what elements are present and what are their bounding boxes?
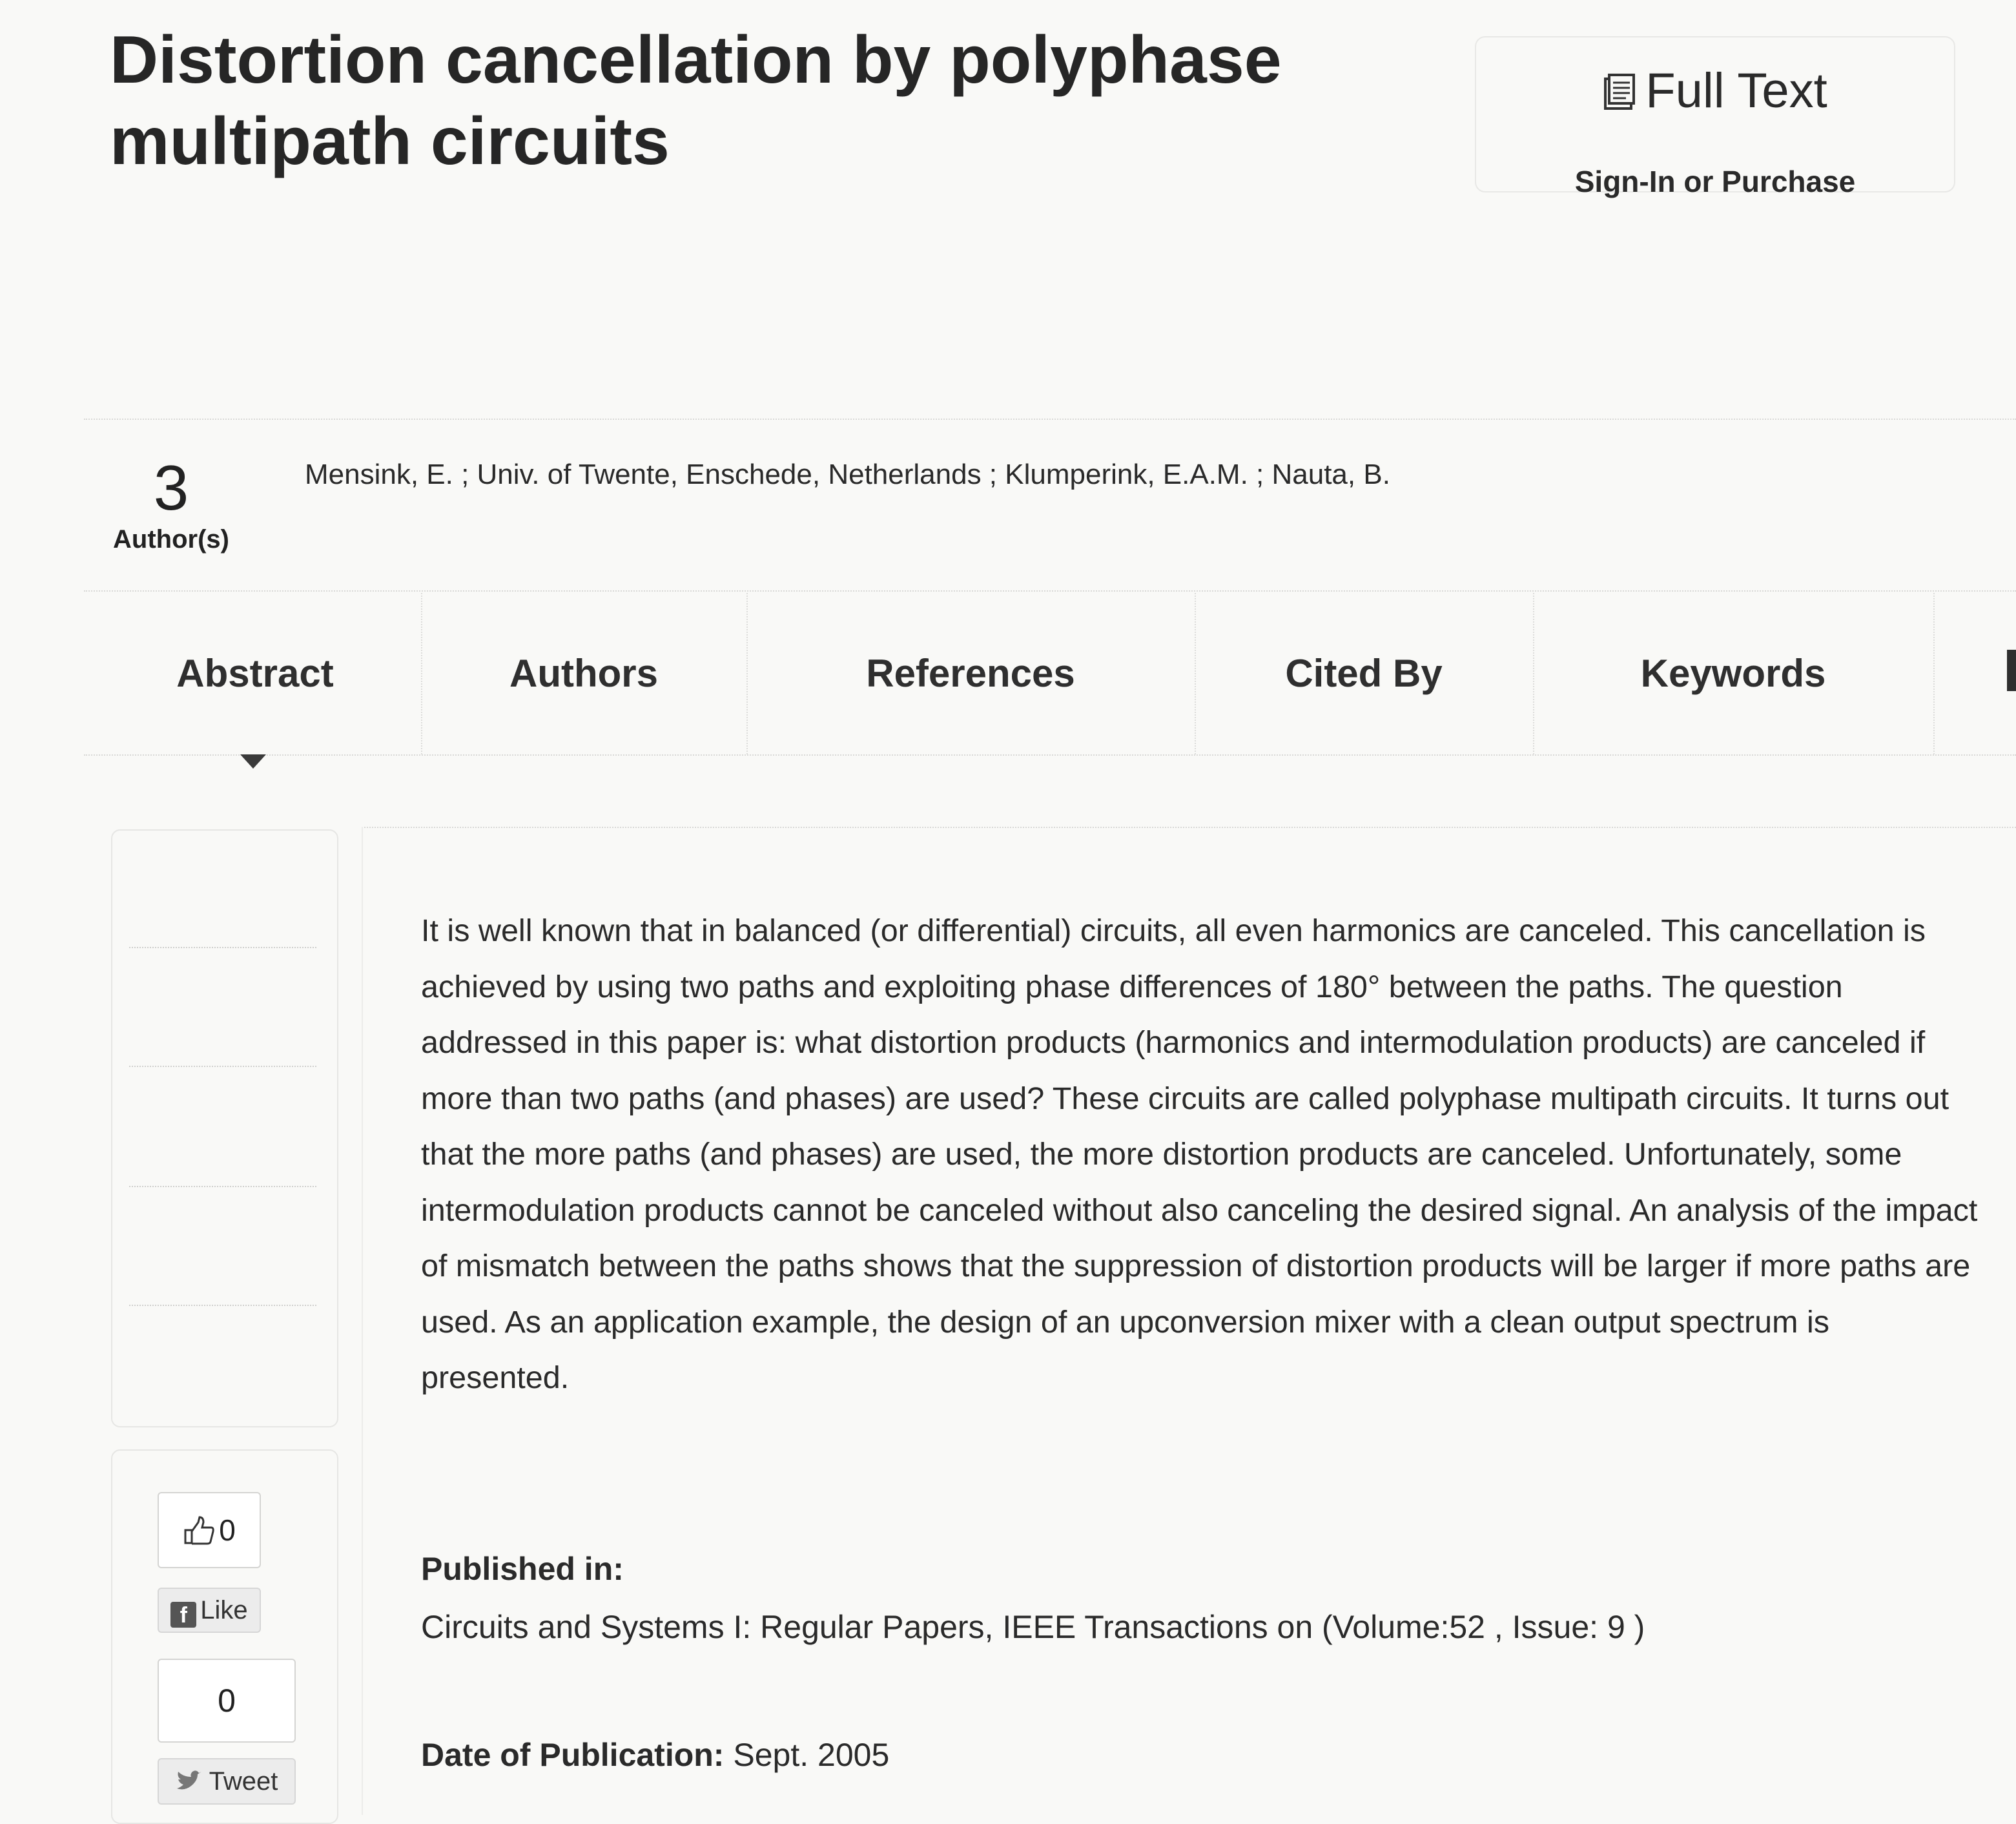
- tabs-bottom-border: [84, 754, 2016, 756]
- full-text-label: Full Text: [1645, 63, 1827, 118]
- tab-divider: [1933, 593, 1935, 754]
- author-count-label: Author(s): [113, 525, 229, 554]
- tab-divider: [1195, 593, 1196, 754]
- tweet-count: 0: [218, 1683, 236, 1719]
- like-count: 0: [219, 1513, 236, 1547]
- tab-references[interactable]: References: [866, 652, 1075, 695]
- tweet-label: Tweet: [209, 1767, 278, 1796]
- full-text-box[interactable]: Full Text Sign-In or Purchase: [1475, 36, 1955, 198]
- content-divider: [362, 827, 2016, 828]
- content-vertical-divider: [362, 827, 363, 1815]
- tabs-top-border: [84, 590, 2016, 592]
- tweet-count-bubble: 0: [158, 1659, 296, 1743]
- article-title: Distortion cancellation by polyphase mul…: [110, 23, 1282, 179]
- twitter-bird-icon: [176, 1770, 201, 1790]
- tab-divider: [1533, 593, 1534, 754]
- tweet-button[interactable]: Tweet: [158, 1758, 296, 1805]
- like-label: Like: [200, 1596, 248, 1624]
- tools-panel-divider: [129, 947, 316, 948]
- tab-next-partial[interactable]: [2007, 650, 2016, 691]
- tab-divider: [421, 593, 422, 754]
- published-in-label: Published in:: [421, 1551, 624, 1587]
- author-count-number: 3: [153, 452, 189, 523]
- date-of-publication: Date of Publication: Sept. 2005: [421, 1736, 889, 1774]
- tools-panel: [111, 829, 338, 1427]
- like-count-bubble: 0: [158, 1492, 261, 1568]
- author-count: 3 Author(s): [90, 452, 252, 555]
- tools-panel-divider: [129, 1066, 316, 1067]
- tab-abstract[interactable]: Abstract: [176, 652, 334, 695]
- divider: [84, 419, 2016, 420]
- facebook-like-button[interactable]: f Like: [158, 1588, 261, 1633]
- date-of-publication-label: Date of Publication:: [421, 1737, 725, 1773]
- tools-panel-divider: [129, 1186, 316, 1187]
- tools-panel-divider: [129, 1305, 316, 1306]
- tab-divider: [746, 593, 748, 754]
- author-list: Mensink, E. ; Univ. of Twente, Enschede,…: [305, 459, 1390, 490]
- facebook-icon: f: [170, 1602, 197, 1628]
- pdf-document-icon: [1604, 74, 1636, 110]
- published-in-link[interactable]: Circuits and Systems I: Regular Papers, …: [421, 1609, 1645, 1645]
- abstract-text: It is well known that in balanced (or di…: [421, 913, 1978, 1395]
- full-text-link[interactable]: Full Text: [1476, 62, 1954, 120]
- active-tab-indicator-icon: [240, 754, 266, 769]
- tab-cited-by[interactable]: Cited By: [1285, 652, 1443, 695]
- thumbs-up-icon: [184, 1516, 214, 1545]
- tab-authors[interactable]: Authors: [509, 652, 658, 695]
- tab-keywords[interactable]: Keywords: [1640, 652, 1826, 695]
- date-of-publication-value: Sept. 2005: [733, 1737, 890, 1773]
- sign-in-or-purchase-link[interactable]: Sign-In or Purchase: [1574, 165, 1856, 198]
